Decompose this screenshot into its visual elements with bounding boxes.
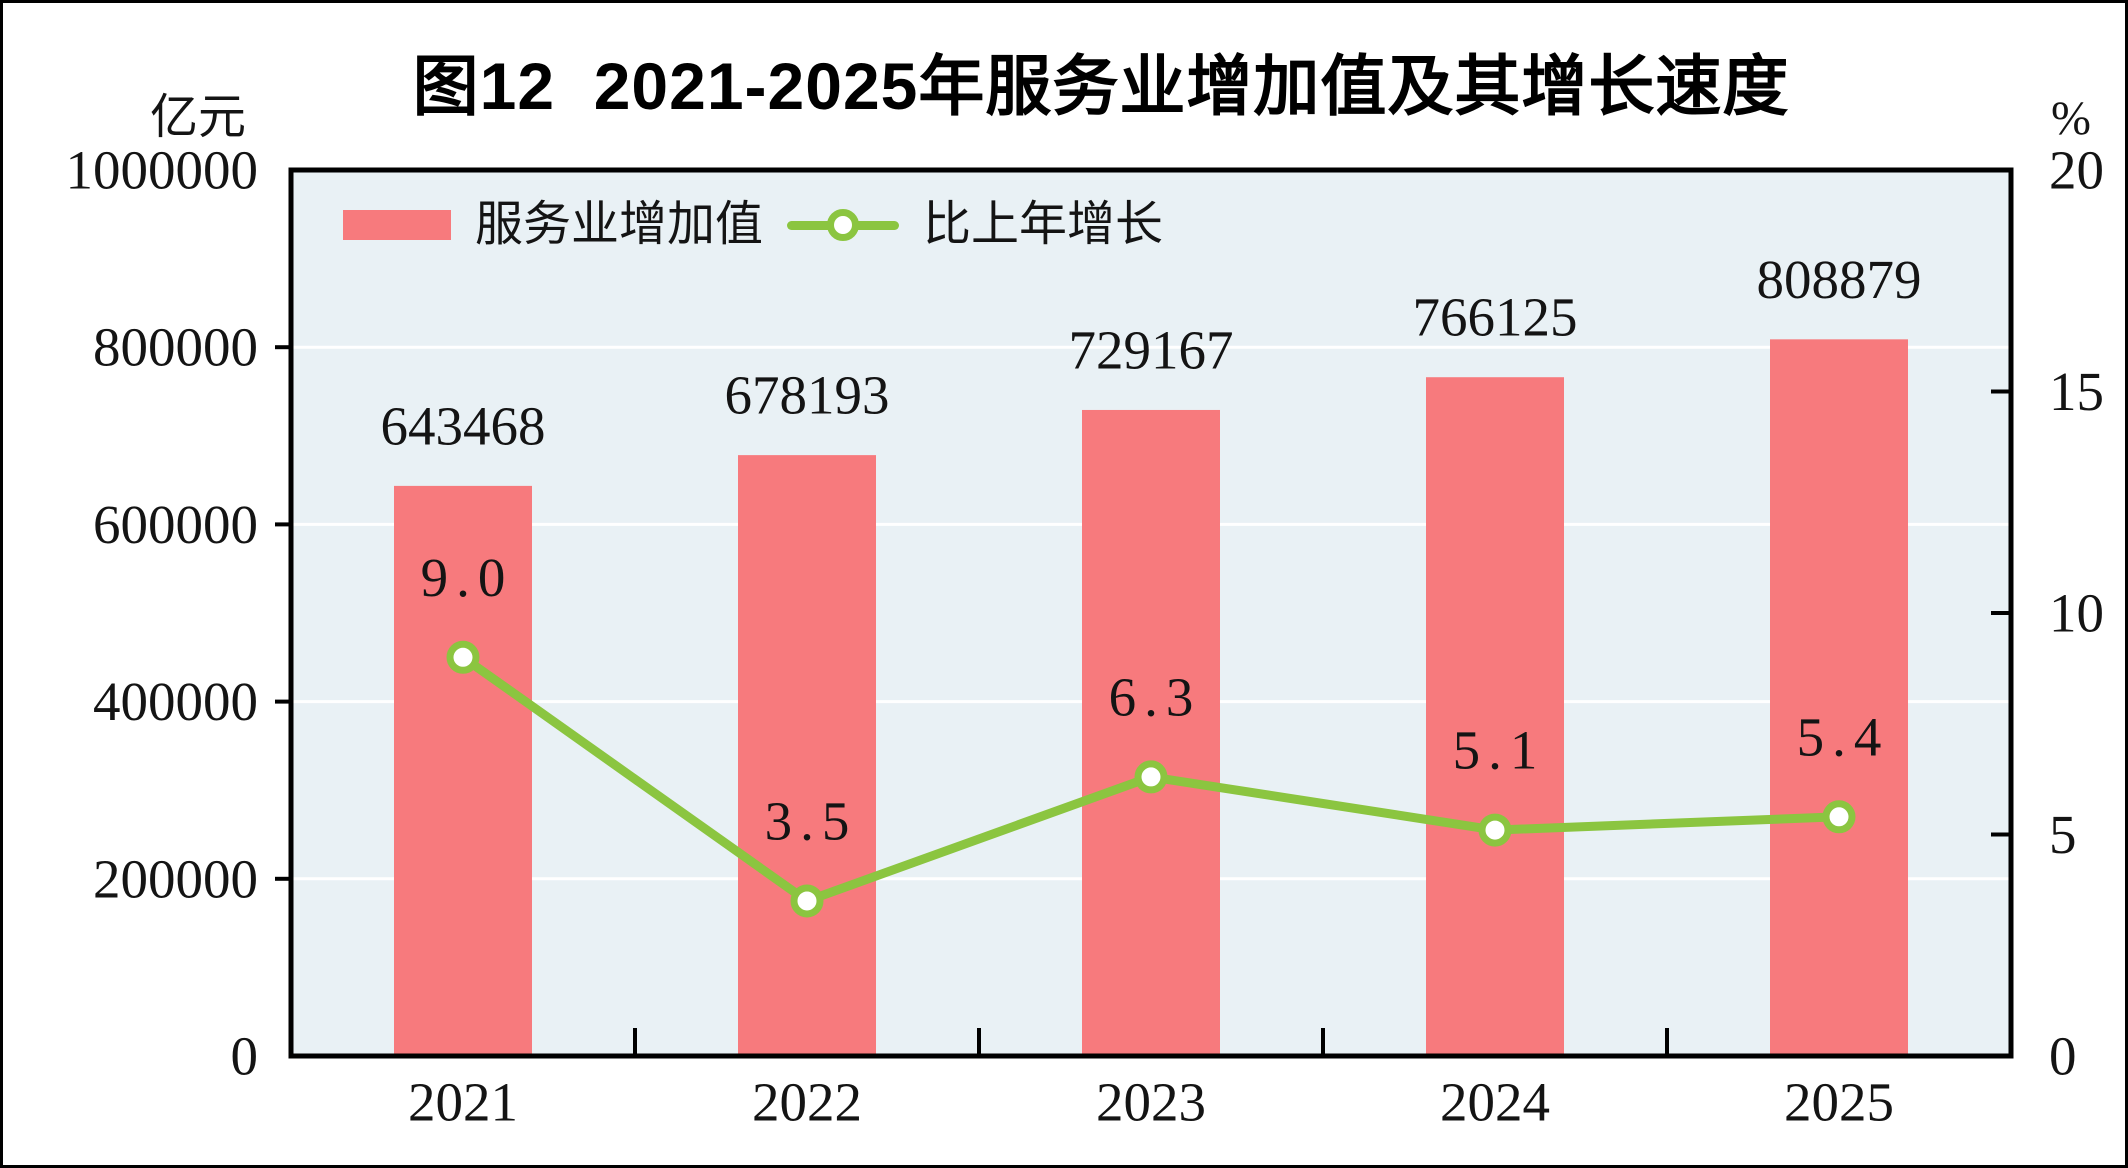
growth-value-label-2022: 3.5 bbox=[765, 790, 858, 851]
growth-value-label-2021: 9.0 bbox=[421, 547, 514, 608]
line-series-marker-icon bbox=[787, 205, 900, 245]
growth-marker-2023 bbox=[1134, 760, 1168, 794]
x-axis-year-label-2024: 2024 bbox=[1440, 1072, 1550, 1133]
left-axis-tick-label-400000: 400000 bbox=[93, 671, 258, 732]
line-sample-circle bbox=[827, 209, 860, 241]
left-axis-tick-label-1000000: 1000000 bbox=[66, 140, 259, 201]
bar-2021 bbox=[394, 485, 532, 1057]
bar-2025 bbox=[1770, 339, 1908, 1056]
left-axis-tick-label-200000: 200000 bbox=[93, 848, 258, 909]
bar-series-swatch-icon bbox=[343, 210, 451, 240]
left-axis-tick-label-600000: 600000 bbox=[93, 494, 258, 555]
plot-border bbox=[288, 167, 2014, 1059]
right-axis-tick-label-20: 20 bbox=[2049, 140, 2104, 201]
chart-svg: 643468 678193 729167 766125 808879 0 200000 400… bbox=[66, 140, 2105, 1133]
right-axis-tick-label-10: 10 bbox=[2049, 583, 2104, 644]
left-axis-unit-label: 亿元 bbox=[149, 91, 246, 144]
chart-title: 图12 2021-2025年服务业增加值及其增长速度 bbox=[412, 49, 1790, 123]
bar-value-label-2024: 766125 bbox=[1413, 287, 1578, 348]
bar-2023 bbox=[1082, 409, 1220, 1057]
growth-marker-2022 bbox=[790, 884, 824, 918]
growth-value-label-2025: 5.4 bbox=[1797, 706, 1890, 767]
right-axis-tick-label-15: 15 bbox=[2049, 361, 2104, 422]
bar-value-label-2021: 643468 bbox=[381, 395, 546, 456]
line-series-legend-label: 比上年增长 bbox=[923, 198, 1164, 251]
bar-value-label-2023: 729167 bbox=[1069, 319, 1234, 380]
right-axis-unit-label: % bbox=[2051, 92, 2091, 145]
growth-value-label-2024: 5.1 bbox=[1453, 720, 1546, 781]
left-axis-tick-label-0: 0 bbox=[231, 1026, 259, 1087]
x-axis-year-label-2021: 2021 bbox=[408, 1072, 518, 1133]
legend: 服务业增加值 比上年增长 bbox=[343, 197, 1163, 253]
growth-marker-2025 bbox=[1822, 800, 1856, 834]
right-axis-tick-label-0: 0 bbox=[2049, 1026, 2077, 1087]
x-axis-year-label-2023: 2023 bbox=[1096, 1072, 1206, 1133]
bar-2022 bbox=[738, 455, 876, 1057]
growth-marker-2021 bbox=[446, 640, 480, 674]
growth-value-label-2023: 6.3 bbox=[1109, 666, 1202, 727]
chart-plot-area: 643468 678193 729167 766125 808879 0 200000 400… bbox=[3, 3, 2125, 1165]
right-axis-tick-label-5: 5 bbox=[2049, 804, 2077, 865]
bar-2024 bbox=[1426, 377, 1564, 1056]
x-axis-year-label-2022: 2022 bbox=[752, 1072, 862, 1133]
growth-marker-2024 bbox=[1478, 813, 1512, 847]
bar-value-label-2022: 678193 bbox=[725, 365, 890, 426]
x-axis-year-label-2025: 2025 bbox=[1784, 1072, 1894, 1133]
bar-value-label-2025: 808879 bbox=[1757, 249, 1922, 310]
bar-series-legend-label: 服务业增加值 bbox=[475, 198, 764, 251]
left-axis-tick-label-800000: 800000 bbox=[93, 317, 258, 378]
